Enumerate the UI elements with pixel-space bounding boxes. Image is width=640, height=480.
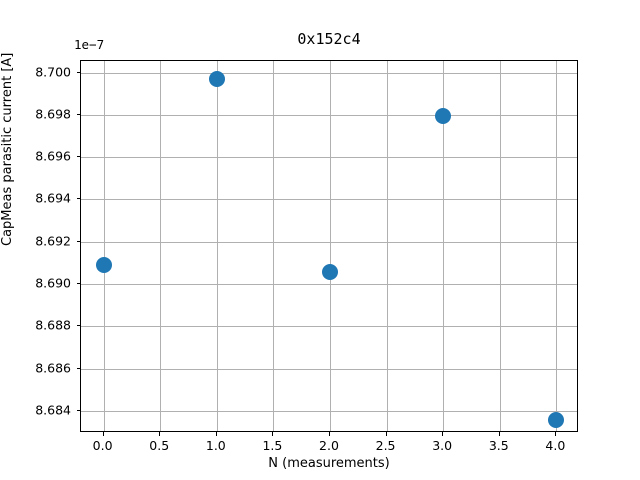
x-tick-mark bbox=[272, 432, 274, 436]
x-tick-label: 0.0 bbox=[92, 438, 113, 453]
y-tick-label: 8.684 bbox=[35, 402, 71, 418]
chart-title: 0x152c4 bbox=[297, 30, 361, 48]
gridline-horizontal bbox=[81, 72, 577, 74]
scatter-point bbox=[322, 264, 338, 281]
x-tick-label: 3.5 bbox=[488, 438, 509, 453]
y-tick-mark bbox=[76, 71, 80, 73]
x-tick-label: 1.0 bbox=[205, 438, 226, 453]
y-tick-label: 8.698 bbox=[35, 106, 71, 122]
gridline-horizontal bbox=[81, 157, 577, 159]
gridline-vertical bbox=[103, 61, 105, 431]
plot-area bbox=[80, 60, 578, 432]
gridline-horizontal bbox=[81, 283, 577, 285]
x-tick-mark bbox=[442, 432, 444, 436]
y-tick-label: 8.692 bbox=[35, 233, 71, 249]
x-tick-mark bbox=[498, 432, 500, 436]
scatter-point bbox=[548, 411, 565, 428]
x-axis-label: N (measurements) bbox=[268, 456, 390, 471]
gridline-vertical bbox=[556, 61, 558, 431]
y-tick-mark bbox=[76, 156, 80, 158]
x-tick-label: 0.5 bbox=[149, 438, 170, 453]
gridline-horizontal bbox=[81, 241, 577, 243]
y-tick-mark bbox=[76, 409, 80, 411]
y-tick-mark bbox=[76, 325, 80, 327]
y-tick-mark bbox=[76, 282, 80, 284]
gridline-vertical bbox=[443, 61, 445, 431]
gridline-horizontal bbox=[81, 368, 577, 370]
scatter-point bbox=[208, 70, 225, 87]
gridline-horizontal bbox=[81, 114, 577, 116]
y-tick-label: 8.694 bbox=[35, 190, 71, 206]
x-tick-mark bbox=[555, 432, 557, 436]
y-tick-label: 8.690 bbox=[35, 275, 71, 291]
y-tick-mark bbox=[76, 240, 80, 242]
y-tick-mark bbox=[76, 113, 80, 115]
x-tick-mark bbox=[102, 432, 104, 436]
x-tick-label: 4.0 bbox=[545, 438, 566, 453]
x-tick-mark bbox=[385, 432, 387, 436]
x-tick-mark bbox=[159, 432, 161, 436]
gridline-horizontal bbox=[81, 199, 577, 201]
x-tick-label: 3.0 bbox=[432, 438, 453, 453]
gridline-vertical bbox=[160, 61, 162, 431]
scatter-point bbox=[95, 256, 112, 273]
y-tick-label: 8.700 bbox=[35, 64, 71, 80]
y-axis-label: CapMeas parasitic current [A] bbox=[0, 52, 15, 246]
y-tick-label: 8.696 bbox=[35, 148, 71, 164]
scatter-point bbox=[435, 107, 452, 124]
x-tick-mark bbox=[215, 432, 217, 436]
y-tick-label: 8.686 bbox=[35, 360, 71, 376]
gridline-vertical bbox=[330, 61, 331, 431]
gridline-horizontal bbox=[81, 326, 577, 328]
gridline-vertical bbox=[273, 61, 275, 431]
x-tick-label: 1.5 bbox=[262, 438, 283, 453]
x-tick-label: 2.0 bbox=[319, 438, 339, 453]
x-tick-label: 2.5 bbox=[375, 438, 396, 453]
gridline-vertical bbox=[499, 61, 501, 431]
y-tick-mark bbox=[76, 198, 80, 200]
y-tick-mark bbox=[76, 367, 80, 369]
gridline-vertical bbox=[216, 61, 218, 431]
gridline-horizontal bbox=[81, 410, 577, 412]
y-tick-label: 8.688 bbox=[35, 317, 71, 333]
y-axis-offset-text: 1e−7 bbox=[74, 37, 105, 52]
gridline-vertical bbox=[386, 61, 388, 431]
x-tick-mark bbox=[329, 432, 330, 436]
